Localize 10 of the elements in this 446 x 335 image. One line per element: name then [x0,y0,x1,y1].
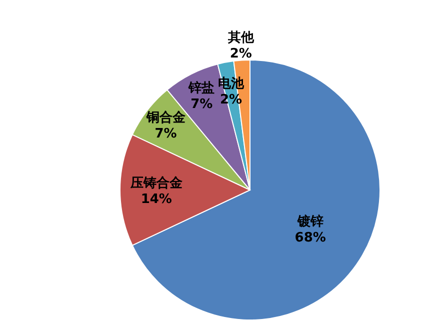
slice-label: 镀锌 [296,213,324,230]
slice-label: 压铸合金 [129,175,184,191]
slice-label: 铜合金 [145,110,186,126]
data-label: 7% [154,126,177,142]
data-label: 2% [230,46,252,62]
data-label: 7% [190,97,213,112]
data-label: 14% [140,192,172,207]
slice-label: 锌盐 [188,80,215,96]
data-label: 68% [294,230,326,246]
slice-label: 其他 [226,30,255,46]
